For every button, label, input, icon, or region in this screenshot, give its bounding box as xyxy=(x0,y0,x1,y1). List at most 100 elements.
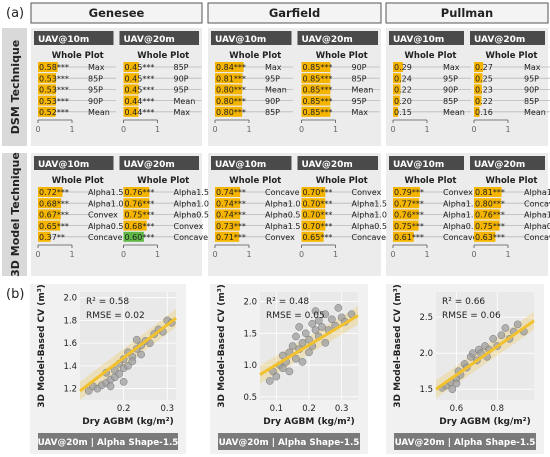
bar xyxy=(474,62,484,72)
bar xyxy=(393,198,420,209)
bar-category-label: Alpha1.5 xyxy=(174,188,209,197)
bar xyxy=(301,198,326,209)
bar-category-label: Convex xyxy=(265,233,295,242)
bar xyxy=(474,84,482,95)
data-point xyxy=(513,320,522,329)
data-point xyxy=(489,334,498,343)
bar-value-label: 0.22 xyxy=(475,97,493,106)
bar-category-label: Alpha1.5 xyxy=(352,199,387,208)
resolution-header xyxy=(389,31,464,45)
bar-value-label: 0.16 xyxy=(475,108,493,117)
bar-category-label: Alpha1.0 xyxy=(88,199,123,208)
bar-subpanel: UAV@10m Whole Plot 0.72*** Alpha1.5 0.68*** A… xyxy=(34,156,123,259)
bar-value-label: 0.37** xyxy=(39,233,65,242)
bar xyxy=(393,220,419,231)
y-tick-label: 2.0 xyxy=(419,349,433,359)
data-point xyxy=(298,358,307,366)
data-point xyxy=(285,367,294,376)
bar xyxy=(393,95,400,106)
x-tick-label: 0 xyxy=(299,125,304,134)
bar-value-label: 0.65*** xyxy=(39,222,69,231)
data-point xyxy=(292,354,300,363)
resolution-label: UAV@10m xyxy=(38,35,89,45)
scatter-panel: 1.2 1.4 1.6 1.8 2.0 0.2 0.3 R² = 0.58 RMSE = 0.0… xyxy=(30,284,186,454)
bar xyxy=(38,198,62,209)
bar xyxy=(38,187,63,197)
bar xyxy=(301,106,331,117)
bar-subpanel: UAV@20m Whole Plot 0.27 Max 0.25 95P 0.23 90P 0.… xyxy=(470,31,550,134)
data-point xyxy=(279,364,287,373)
bar-category-label: Max xyxy=(265,63,282,72)
x-tick-label: 1 xyxy=(333,125,338,134)
whole-plot-title: Whole Plot xyxy=(405,51,457,61)
bar xyxy=(38,95,57,106)
data-point xyxy=(318,323,326,331)
bar xyxy=(301,62,331,72)
panel-background xyxy=(386,28,548,146)
scatter-footer xyxy=(394,433,536,450)
bar-value-label: 0.58*** xyxy=(39,63,69,72)
x-tick-label: 0 xyxy=(390,250,395,259)
bar-value-label: 0.68*** xyxy=(39,199,69,208)
bar xyxy=(393,73,402,84)
bar-category-label: Convex xyxy=(174,222,204,231)
x-tick-label: 0.3 xyxy=(161,404,175,414)
bar xyxy=(123,231,144,242)
bar xyxy=(123,95,139,106)
whole-plot-title: Whole Plot xyxy=(137,176,189,186)
bar-value-label: 0.80*** xyxy=(216,108,246,117)
x-axis-label: Dry AGBM (kg/m²) xyxy=(82,417,173,427)
bar xyxy=(474,198,502,209)
bar-value-label: 0.68*** xyxy=(125,222,155,231)
resolution-header xyxy=(211,31,292,45)
bar-value-label: 0.75*** xyxy=(394,222,424,231)
bar-value-label: 0.25 xyxy=(475,74,493,83)
bar xyxy=(393,62,403,72)
bar-value-label: 0.73*** xyxy=(216,222,246,231)
x-tick-label: 0.2 xyxy=(117,404,131,414)
resolution-header xyxy=(211,156,292,170)
data-point xyxy=(305,335,313,344)
bar-subpanel: UAV@10m Whole Plot 0.79*** Convex 0.77*** Alp… xyxy=(389,156,478,259)
y-tick-label: 2.5 xyxy=(419,313,433,323)
panel-background xyxy=(31,28,202,146)
bar-subpanel: UAV@10m Whole Plot 0.74*** Concave 0.74*** Al… xyxy=(211,156,300,259)
bar xyxy=(393,231,414,242)
bar-value-label: 0.80*** xyxy=(216,86,246,95)
bar-value-label: 0.76*** xyxy=(394,211,424,220)
plot-area xyxy=(80,292,176,400)
whole-plot-title: Whole Plot xyxy=(52,51,104,61)
bar-category-label: Alpha1.5 xyxy=(443,199,478,208)
bar-category-label: 90P xyxy=(524,86,539,95)
data-point xyxy=(311,326,320,334)
x-tick-label: 0 xyxy=(121,125,126,134)
x-tick-label: 0 xyxy=(471,125,476,134)
bar-subpanel: UAV@20m Whole Plot 0.85*** 90P 0.85*** 85P 0.8… xyxy=(297,31,380,134)
bar-value-label: 0.22 xyxy=(394,86,412,95)
bar-category-label: Alpha0.5 xyxy=(352,222,387,231)
bar-category-label: 90P xyxy=(352,63,367,72)
bar-category-label: 95P xyxy=(443,74,458,83)
bar xyxy=(38,106,56,117)
bar-category-label: 85P xyxy=(443,97,458,106)
bar-value-label: 0.44*** xyxy=(125,97,155,106)
row-title-box xyxy=(2,153,27,276)
bar-value-label: 0.65*** xyxy=(303,233,333,242)
whole-plot-title: Whole Plot xyxy=(316,51,368,61)
resolution-label: UAV@20m xyxy=(124,160,175,170)
bar-value-label: 0.81*** xyxy=(475,188,505,197)
bar-value-label: 0.74*** xyxy=(216,188,246,197)
scatter-footer xyxy=(218,433,360,450)
scatter-footer xyxy=(38,433,178,450)
site-header-box xyxy=(207,2,382,24)
data-point xyxy=(321,338,330,347)
scatter-panel: 0.5 1.0 1.5 2.0 0.1 0.2 0.3 R² = 0.48 RMSE = 0.0… xyxy=(210,284,368,454)
bar-value-label: 0.53*** xyxy=(39,86,69,95)
bar-category-label: Convex xyxy=(443,188,473,197)
bar-category-label: Convex xyxy=(352,188,382,197)
bar xyxy=(301,187,326,197)
bar-category-label: Mean xyxy=(352,86,374,95)
data-point xyxy=(298,338,307,347)
bar-category-label: Max xyxy=(524,63,541,72)
